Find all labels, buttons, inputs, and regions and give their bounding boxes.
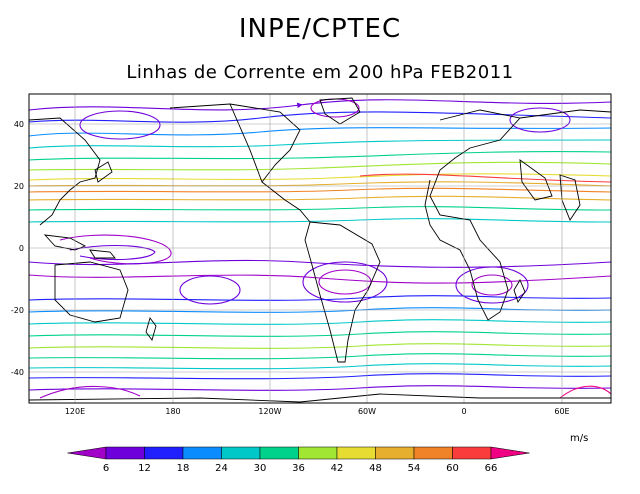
colorbar-swatch bbox=[182, 446, 222, 460]
colorbar-tick-label: 24 bbox=[215, 463, 228, 474]
lon-label: 180 bbox=[165, 407, 180, 416]
colorbar-tick-label: 66 bbox=[485, 463, 498, 474]
lon-label: 60E bbox=[554, 407, 569, 416]
longitude-labels: 120E 180 120W 60W 0 60E bbox=[65, 407, 570, 416]
map-frame bbox=[28, 93, 612, 404]
colorbar-tick-label: 60 bbox=[446, 463, 459, 474]
colorbar: 6 12 18 24 30 36 42 48 54 60 66 bbox=[67, 446, 530, 474]
colorbar-tick-label: 12 bbox=[138, 463, 151, 474]
colorbar-swatch bbox=[221, 446, 261, 460]
lon-label: 120W bbox=[258, 407, 281, 416]
colorbar-swatch bbox=[452, 446, 492, 460]
colorbar-units: m/s bbox=[570, 433, 589, 444]
map-subtitle: Linhas de Corrente em 200 hPa FEB2011 bbox=[126, 62, 514, 83]
colorbar-swatch bbox=[413, 446, 453, 460]
lon-label: 60W bbox=[358, 407, 376, 416]
colorbar-tick-label: 18 bbox=[177, 463, 190, 474]
lat-label: 40 bbox=[14, 120, 24, 129]
latitude-labels: 40 20 0 -20 -40 bbox=[11, 120, 24, 377]
lon-label: 120E bbox=[65, 407, 85, 416]
colorbar-swatch bbox=[105, 446, 145, 460]
lat-label: 20 bbox=[14, 182, 24, 191]
colorbar-swatch bbox=[336, 446, 376, 460]
colorbar-swatch bbox=[298, 446, 338, 460]
colorbar-tick-label: 42 bbox=[331, 463, 344, 474]
colorbar-arrow-high bbox=[490, 446, 530, 460]
colorbar-tick-label: 54 bbox=[408, 463, 421, 474]
streamlines bbox=[29, 98, 611, 399]
colorbar-tick-label: 48 bbox=[369, 463, 382, 474]
coastlines bbox=[29, 97, 611, 403]
colorbar-swatch bbox=[144, 446, 184, 460]
colorbar-swatch bbox=[375, 446, 415, 460]
colorbar-arrow-low bbox=[67, 446, 107, 460]
colorbar-swatch bbox=[259, 446, 299, 460]
lat-label: -20 bbox=[11, 306, 24, 315]
lat-label: 0 bbox=[19, 244, 24, 253]
map-title: INPE/CPTEC bbox=[238, 14, 402, 44]
map-plot-area bbox=[29, 94, 611, 403]
lon-label: 0 bbox=[461, 407, 466, 416]
map-grid bbox=[29, 94, 611, 403]
colorbar-tick-label: 6 bbox=[103, 463, 109, 474]
colorbar-tick-label: 36 bbox=[292, 463, 305, 474]
colorbar-tick-label: 30 bbox=[254, 463, 267, 474]
lat-label: -40 bbox=[11, 368, 24, 377]
